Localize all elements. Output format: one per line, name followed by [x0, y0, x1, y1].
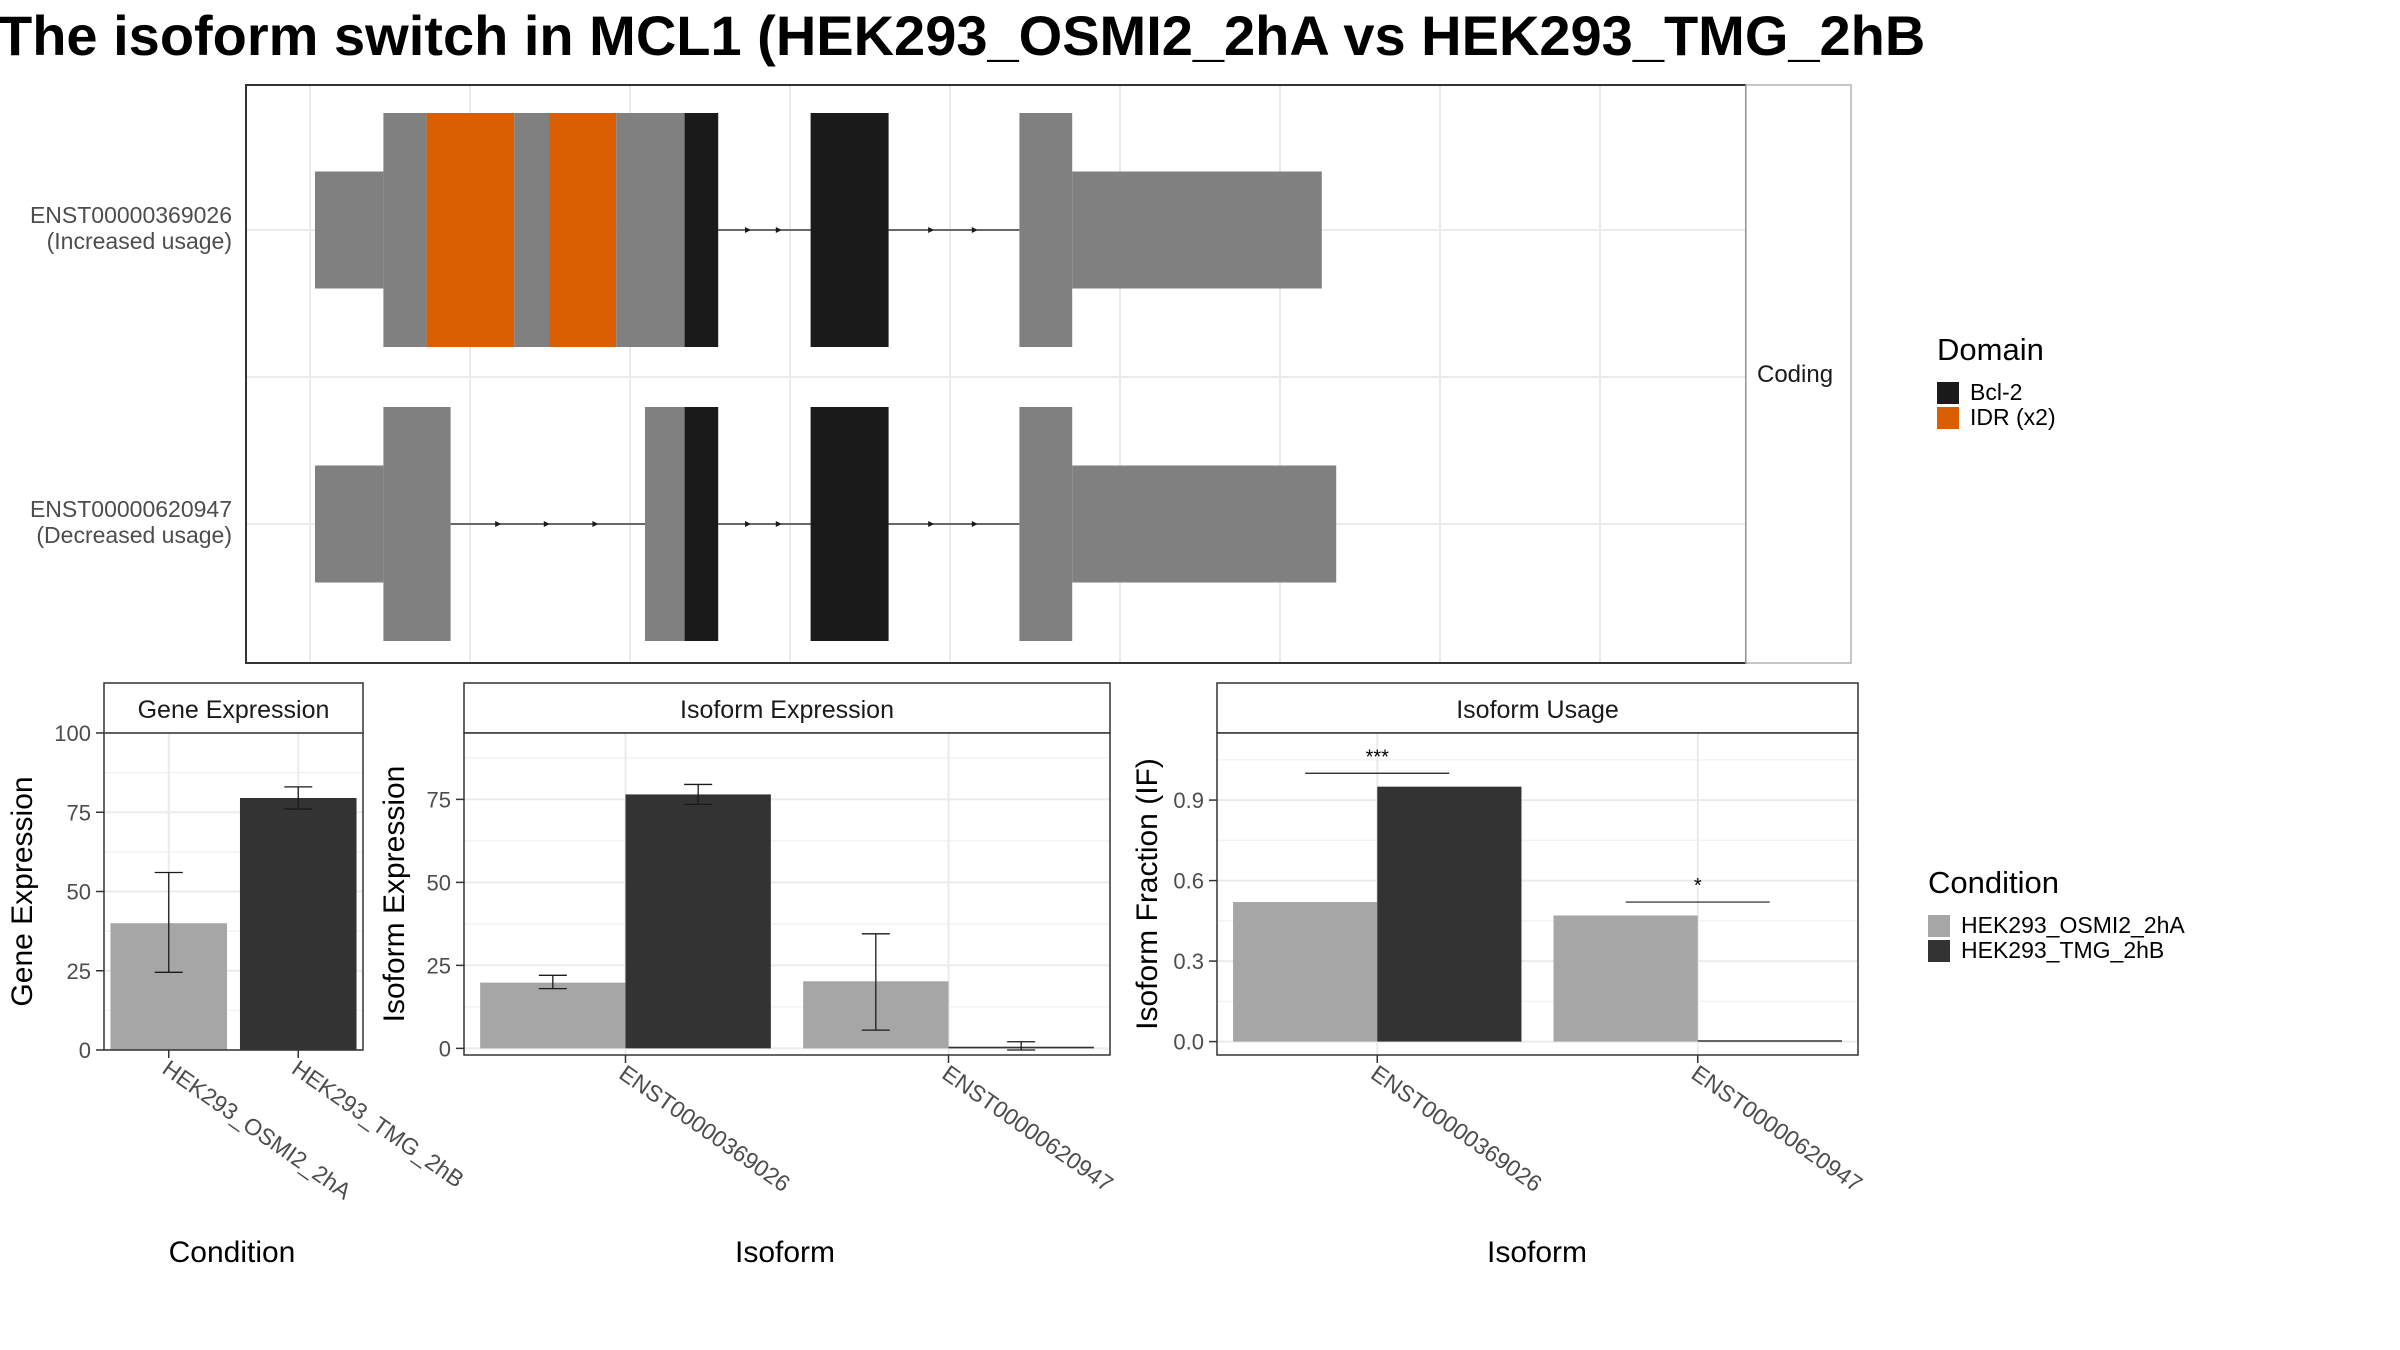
- intron-arrow: [543, 521, 550, 527]
- facet-strip-label: Coding: [1757, 361, 1833, 388]
- y-tick-label: 50: [427, 870, 451, 895]
- bcl2-domain: [684, 113, 719, 347]
- cds-exon: [645, 407, 685, 641]
- idr-domain: [426, 113, 515, 347]
- domain-legend-swatch: [1937, 407, 1959, 429]
- y-tick-label: 75: [67, 800, 91, 825]
- y-tick-label: 0.9: [1173, 788, 1204, 813]
- y-tick-label: 75: [427, 787, 451, 812]
- bar-HEK293_OSMI2_2hA: [1553, 915, 1698, 1042]
- panel-strip: [1216, 682, 1859, 734]
- domain-legend-title: Domain: [1937, 332, 2044, 367]
- y-tick-label: 0: [79, 1038, 91, 1063]
- cds-exon: [514, 113, 549, 347]
- figure-title: The isoform switch in MCL1 (HEK293_OSMI2…: [0, 4, 1925, 67]
- y-tick-label: 25: [427, 953, 451, 978]
- intron-arrow: [745, 227, 751, 233]
- y-tick-label: 0.6: [1173, 869, 1204, 894]
- intron-arrow: [592, 521, 599, 527]
- intron-arrow: [928, 227, 935, 233]
- isoform-expression-panel: Isoform Expression 0 25 50 75 Isoform Express…: [378, 682, 1118, 1269]
- isoform-model: [315, 407, 1337, 641]
- domain-legend-swatch: [1937, 382, 1959, 404]
- panel-title: Isoform Usage: [1456, 696, 1619, 724]
- isoform-model: [315, 113, 1322, 347]
- domain-legend-label: Bcl-2: [1970, 379, 2022, 405]
- cds-exon: [616, 113, 685, 347]
- structure-y-labels: ENST00000369026(Increased usage) ENST0000…: [30, 202, 232, 548]
- significance-label: *: [1694, 875, 1702, 897]
- intron-arrow: [971, 521, 978, 527]
- intron-arrow: [928, 521, 935, 527]
- cds-exon: [383, 407, 451, 641]
- intron-arrow: [775, 227, 782, 233]
- bar-HEK293_OSMI2_2hA: [480, 982, 626, 1049]
- bar-HEK293_TMG_2hB: [625, 794, 771, 1049]
- x-axis-label: Condition: [169, 1236, 296, 1269]
- significance-label: ***: [1366, 746, 1390, 768]
- utr-exon: [1072, 171, 1322, 289]
- x-axis-label: Isoform: [735, 1236, 835, 1269]
- x-tick-label: ENST00000369026: [1366, 1060, 1546, 1197]
- panel-strip: [463, 682, 1111, 734]
- cds-exon: [383, 113, 427, 347]
- y-axis-label: Gene Expression: [6, 776, 39, 1006]
- panel-title: Gene Expression: [138, 696, 330, 724]
- structure-isoforms: [315, 113, 1337, 641]
- condition-legend-swatch: [1928, 915, 1950, 937]
- intron-arrow: [745, 521, 751, 527]
- x-tick-label: ENST00000620947: [938, 1060, 1118, 1197]
- cds-exon: [1019, 113, 1073, 347]
- x-axis-label: Isoform: [1487, 1236, 1587, 1269]
- y-tick-label: 0.0: [1173, 1030, 1204, 1055]
- domain-legend-label: IDR (x2): [1970, 404, 2056, 430]
- panel-border: [463, 732, 1111, 1056]
- isoform-usage-label: (Increased usage): [47, 228, 232, 254]
- utr-exon: [315, 171, 384, 289]
- isoform-id-label: ENST00000620947: [30, 496, 232, 522]
- y-tick-label: 0: [439, 1036, 451, 1061]
- y-tick-label: 0.3: [1173, 949, 1204, 974]
- bar-HEK293_TMG_2hB: [1697, 1040, 1842, 1042]
- bar-HEK293_OSMI2_2hA: [1233, 902, 1378, 1042]
- condition-legend-label: HEK293_OSMI2_2hA: [1961, 912, 2185, 938]
- intron-arrow: [775, 521, 782, 527]
- idr-domain: [549, 113, 617, 347]
- bcl2-domain: [810, 113, 889, 347]
- cds-exon: [1019, 407, 1073, 641]
- isoform-id-label: ENST00000369026: [30, 202, 232, 228]
- utr-exon: [315, 465, 384, 583]
- condition-legend-title: Condition: [1928, 865, 2059, 900]
- y-axis-label: Isoform Expression: [378, 766, 411, 1023]
- x-tick-label: ENST00000620947: [1687, 1060, 1867, 1197]
- y-axis-label: Isoform Fraction (IF): [1131, 758, 1164, 1030]
- bcl2-domain: [684, 407, 719, 641]
- panel-title: Isoform Expression: [680, 696, 894, 724]
- isoform-usage-label: (Decreased usage): [36, 522, 232, 548]
- condition-legend-swatch: [1928, 940, 1950, 962]
- panel-border: [1216, 732, 1859, 1056]
- x-tick-label: ENST00000369026: [615, 1060, 795, 1197]
- intron-arrow: [971, 227, 978, 233]
- utr-exon: [1072, 465, 1337, 583]
- y-tick-label: 50: [67, 880, 91, 905]
- isoform-structure-panel: Coding ENST00000369026(Increased usage)E…: [30, 84, 1852, 664]
- bar-HEK293_TMG_2hB: [1377, 786, 1522, 1042]
- facet-strip: [1745, 84, 1852, 664]
- gene-expression-panel: Gene Expression 0 25 50 75 100 Gene Expression…: [6, 682, 469, 1269]
- intron-arrow: [495, 521, 502, 527]
- bar-HEK293_TMG_2hB: [239, 797, 357, 1050]
- condition-legend-label: HEK293_TMG_2hB: [1961, 937, 2164, 963]
- y-tick-label: 100: [54, 721, 91, 746]
- y-tick-label: 25: [67, 959, 91, 984]
- bcl2-domain: [810, 407, 889, 641]
